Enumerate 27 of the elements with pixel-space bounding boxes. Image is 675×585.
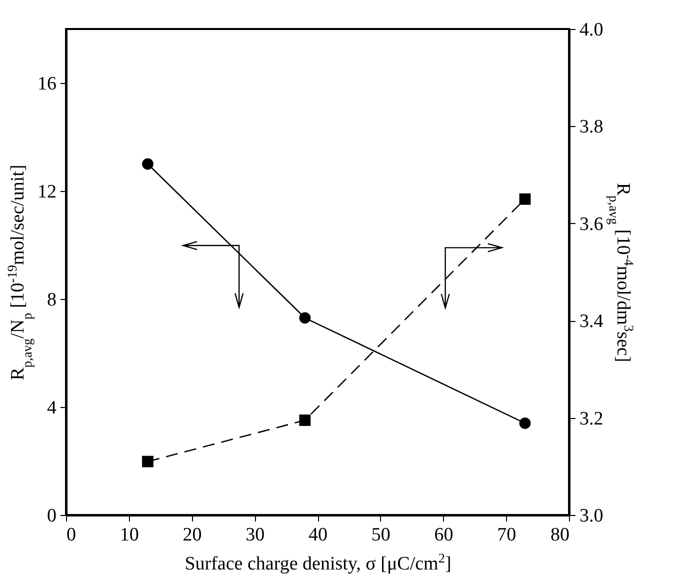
x-tick-label: 10: [120, 524, 139, 546]
x-tick-label: 80: [550, 524, 570, 546]
point: [142, 456, 154, 468]
point: [299, 312, 311, 324]
point: [519, 418, 531, 429]
y2-tick-label: 3.6: [580, 214, 604, 235]
y2-tick-label: 3.2: [580, 408, 604, 430]
x-tick-label: 60: [434, 524, 454, 546]
point: [299, 414, 311, 426]
y2-tick-label: 4.0: [580, 20, 604, 40]
x-tick-label: 0: [66, 524, 76, 546]
y2-tick-label: 3.8: [580, 116, 604, 138]
y-tick-label: 4: [47, 398, 57, 418]
y-tick-label: 12: [38, 182, 56, 202]
point: [519, 193, 531, 205]
x-axis-title: Surface charge denisty, σ [μC/cm$^{2}$]: [184, 550, 452, 574]
point: [142, 158, 154, 170]
y2-tick-label: 3.0: [580, 506, 604, 526]
y-tick-label: 16: [38, 74, 56, 94]
x-tick-label: 40: [308, 524, 328, 546]
y-tick-label: 0: [47, 506, 56, 526]
x-tick-label: 20: [182, 524, 202, 546]
x-tick-label: 50: [371, 524, 390, 546]
x-tick-label: 30: [246, 524, 265, 546]
y-tick-label: 8: [47, 290, 56, 310]
y2-tick-label: 3.4: [580, 311, 604, 332]
x-tick-label: 70: [497, 524, 516, 546]
